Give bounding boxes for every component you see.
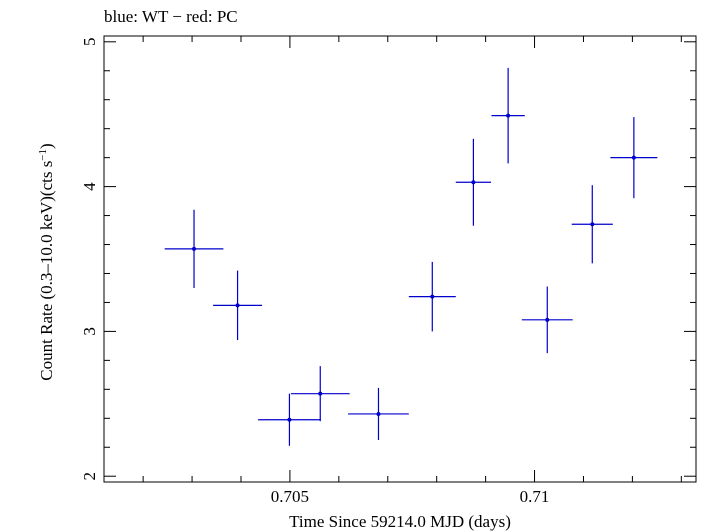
x-tick-label: 0.705 bbox=[271, 487, 309, 506]
y-axis-label-close: ) bbox=[37, 143, 56, 149]
data-point bbox=[290, 366, 350, 422]
x-axis-label: Time Since 59214.0 MJD (days) bbox=[289, 512, 511, 531]
y-axis-label-exponent: −1 bbox=[37, 149, 49, 161]
data-point bbox=[521, 286, 573, 354]
point-marker bbox=[376, 411, 381, 416]
axis-ticks bbox=[104, 36, 696, 482]
chart-title: blue: WT − red: PC bbox=[104, 7, 238, 26]
data-point bbox=[610, 117, 658, 199]
point-marker bbox=[318, 391, 323, 396]
data-point bbox=[455, 138, 492, 226]
y-tick-label: 2 bbox=[80, 472, 99, 481]
data-point bbox=[491, 67, 525, 164]
axis-tick-labels: 0.705 0.71 2 3 4 5 bbox=[80, 38, 549, 506]
data-point bbox=[571, 185, 613, 264]
data-point bbox=[213, 270, 263, 341]
point-marker bbox=[506, 113, 511, 118]
point-marker bbox=[471, 180, 476, 185]
y-tick-label: 4 bbox=[80, 182, 99, 191]
point-marker bbox=[287, 417, 292, 422]
point-marker bbox=[235, 303, 240, 308]
data-point bbox=[348, 387, 409, 441]
point-marker bbox=[631, 155, 636, 160]
point-marker bbox=[192, 246, 197, 251]
data-point bbox=[408, 261, 456, 332]
data-point bbox=[164, 209, 224, 288]
y-axis-label: Count Rate (0.3–10.0 keV)(cts s−1) bbox=[37, 143, 56, 380]
y-axis-label-main: Count Rate (0.3–10.0 keV)(cts s bbox=[37, 161, 56, 381]
point-marker bbox=[590, 222, 595, 227]
point-marker bbox=[430, 294, 435, 299]
point-marker bbox=[545, 317, 550, 322]
data-points bbox=[164, 67, 658, 446]
y-tick-label: 5 bbox=[80, 38, 99, 47]
plot-frame bbox=[103, 35, 697, 483]
data-point bbox=[258, 393, 321, 446]
y-tick-label: 3 bbox=[80, 327, 99, 336]
x-tick-label: 0.71 bbox=[520, 487, 550, 506]
